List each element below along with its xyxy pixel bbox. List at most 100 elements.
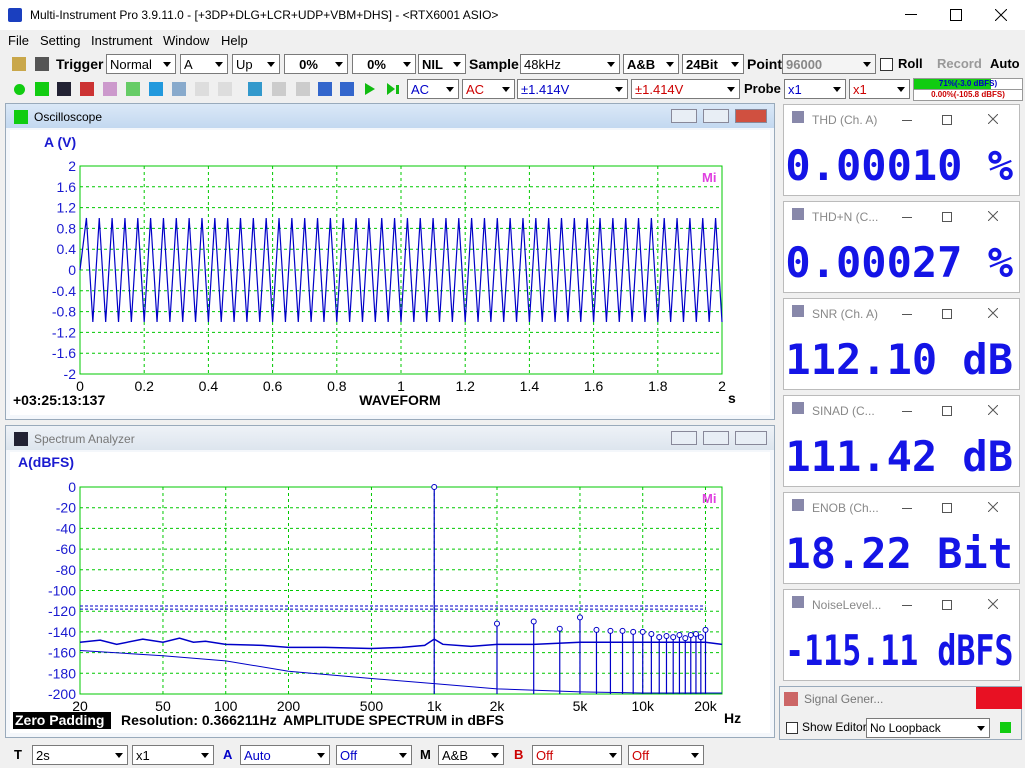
y-tick-label: -60 xyxy=(56,541,76,557)
close-button[interactable] xyxy=(735,431,767,445)
maximize-button[interactable] xyxy=(942,212,952,222)
maximize-button[interactable] xyxy=(942,406,952,416)
window-icon xyxy=(14,432,28,446)
minimize-button[interactable] xyxy=(902,411,912,412)
open-icon[interactable] xyxy=(12,57,26,71)
close-button[interactable] xyxy=(735,109,767,123)
window-title: Signal Gener... xyxy=(804,692,884,706)
tool-icon[interactable] xyxy=(340,82,354,96)
step-icon[interactable] xyxy=(386,82,400,96)
record-button[interactable]: Record xyxy=(937,56,982,71)
tool-icon[interactable] xyxy=(272,82,286,96)
caption: AMPLITUDE SPECTRUM in dBFS xyxy=(283,712,504,728)
y-tick-label: -40 xyxy=(56,520,76,536)
window-icon xyxy=(14,110,28,124)
maximize-button[interactable] xyxy=(950,9,962,21)
tool-icon[interactable] xyxy=(126,82,140,96)
window-titlebar xyxy=(6,426,774,450)
close-button[interactable] xyxy=(988,114,998,124)
tool-icon[interactable] xyxy=(318,82,332,96)
range-b[interactable]: ±1.414V xyxy=(631,79,740,99)
maximize-button[interactable] xyxy=(942,600,952,610)
noise-floor-lower xyxy=(79,650,722,694)
minimize-button[interactable] xyxy=(902,314,912,315)
meter-icon[interactable] xyxy=(80,82,94,96)
minimize-button[interactable] xyxy=(902,605,912,606)
logo: Mi xyxy=(702,491,716,506)
close-button[interactable] xyxy=(976,687,1022,709)
sample-rate[interactable]: 48kHz xyxy=(520,54,620,74)
minimize-button[interactable] xyxy=(902,217,912,218)
close-button[interactable] xyxy=(988,599,998,609)
trigger-delay[interactable]: 0% xyxy=(352,54,416,74)
loopback-select[interactable]: No Loopback xyxy=(866,718,990,738)
maximize-button[interactable] xyxy=(942,115,952,125)
channel-a-offset[interactable]: Off xyxy=(336,745,412,765)
readout-value: 111.42 dB xyxy=(785,432,1013,481)
tool-icon[interactable] xyxy=(195,82,209,96)
trigger-source[interactable]: NIL xyxy=(418,54,466,74)
menu-item[interactable]: Instrument xyxy=(91,33,153,48)
roll-checkbox[interactable] xyxy=(880,58,893,71)
tool-icon[interactable] xyxy=(149,82,163,96)
coupling-b[interactable]: AC xyxy=(462,79,515,99)
tool-icon[interactable] xyxy=(296,82,310,96)
channel-b-range[interactable]: Off xyxy=(532,745,622,765)
maximize-button[interactable] xyxy=(942,503,952,513)
scope-icon[interactable] xyxy=(35,82,49,96)
level-meter-b: 0.00%(-105.8 dBFS) xyxy=(913,89,1023,101)
probe-a[interactable]: x1 xyxy=(784,79,846,99)
panel-title: SNR (Ch. A) xyxy=(812,307,879,321)
y-tick-label: 0.8 xyxy=(57,220,77,236)
spectrum-icon[interactable] xyxy=(57,82,71,96)
minimize-button[interactable] xyxy=(902,508,912,509)
run-icon[interactable] xyxy=(14,84,25,95)
channel-b-offset[interactable]: Off xyxy=(628,745,704,765)
tool-icon[interactable] xyxy=(103,82,117,96)
save-icon[interactable] xyxy=(35,57,49,71)
close-button[interactable] xyxy=(995,9,1007,21)
timebase[interactable]: 2s xyxy=(32,745,128,765)
y-tick-label: -0.4 xyxy=(52,283,76,299)
minimize-button[interactable] xyxy=(671,431,697,445)
x-tick-label: 20 xyxy=(72,698,88,714)
trigger-level[interactable]: 0% xyxy=(284,54,348,74)
bit-depth[interactable]: 24Bit xyxy=(682,54,744,74)
trigger-channel[interactable]: A xyxy=(180,54,228,74)
close-button[interactable] xyxy=(988,211,998,221)
minimize-button[interactable] xyxy=(671,109,697,123)
window-title: Multi-Instrument Pro 3.9.11.0 - [+3DP+DL… xyxy=(30,8,499,22)
play-icon[interactable] xyxy=(364,82,376,96)
tool-icon[interactable] xyxy=(172,82,186,96)
channel-a-range[interactable]: Auto xyxy=(240,745,330,765)
menu-item[interactable]: Window xyxy=(163,33,210,48)
probe-b[interactable]: x1 xyxy=(849,79,910,99)
maximize-button[interactable] xyxy=(942,309,952,319)
close-button[interactable] xyxy=(988,502,998,512)
menu-item[interactable]: Help xyxy=(221,33,248,48)
minimize-button[interactable] xyxy=(905,14,917,15)
close-button[interactable] xyxy=(988,405,998,415)
range-a[interactable]: ±1.414V xyxy=(517,79,628,99)
harmonic-marker xyxy=(607,627,614,634)
show-editor-checkbox[interactable] xyxy=(786,722,798,734)
menu-item[interactable]: Setting xyxy=(40,33,81,48)
zoom[interactable]: x1 xyxy=(132,745,214,765)
coupling-a[interactable]: AC xyxy=(407,79,459,99)
close-button[interactable] xyxy=(988,308,998,318)
level-bar xyxy=(914,79,991,89)
menu-item[interactable]: File xyxy=(8,33,29,48)
waveform xyxy=(79,217,723,323)
minimize-button[interactable] xyxy=(902,120,912,121)
points[interactable]: 96000 xyxy=(782,54,876,74)
trigger-mode[interactable]: Normal xyxy=(106,54,176,74)
channels[interactable]: A&B xyxy=(623,54,679,74)
tool-icon[interactable] xyxy=(248,82,262,96)
tool-icon[interactable] xyxy=(218,82,232,96)
auto-button[interactable]: Auto xyxy=(990,56,1020,71)
maximize-button[interactable] xyxy=(703,109,729,123)
x-tick-label: 0.2 xyxy=(134,378,154,394)
maximize-button[interactable] xyxy=(703,431,729,445)
math-mode[interactable]: A&B xyxy=(438,745,504,765)
trigger-edge[interactable]: Up xyxy=(232,54,280,74)
